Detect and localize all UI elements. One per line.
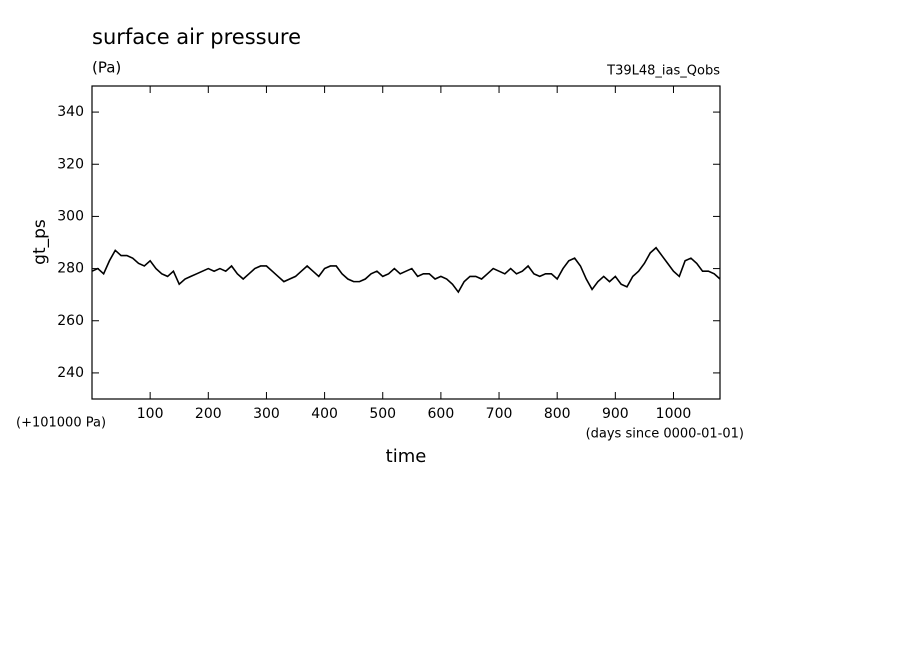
y-tick-label: 280: [57, 261, 84, 277]
plot-frame: [91, 85, 721, 400]
experiment-label: T39L48_ias_Qobs: [606, 64, 720, 79]
data-line: [91, 246, 721, 294]
y-tick-label: 300: [57, 208, 84, 224]
x-tick-label: 100: [137, 406, 164, 422]
x-tick-label: 700: [486, 406, 513, 422]
chart-title: surface air pressure: [92, 25, 301, 49]
x-units: (days since 0000-01-01): [586, 427, 744, 442]
x-axis-label: time: [386, 446, 427, 467]
y-tick-label: 320: [57, 156, 84, 172]
x-tick-label: 400: [311, 406, 338, 422]
x-tick-label: 900: [602, 406, 629, 422]
x-tick-label: 600: [428, 406, 455, 422]
x-tick-label: 800: [544, 406, 571, 422]
y-tick-label: 240: [57, 365, 84, 381]
x-tick-label: 1000: [656, 406, 692, 422]
y-axis-label: gt_ps: [30, 219, 50, 265]
x-tick-label: 200: [195, 406, 222, 422]
y-tick-label: 340: [57, 104, 84, 120]
y-tick-label: 260: [57, 313, 84, 329]
offset-label: (+101000 Pa): [16, 416, 106, 431]
units: (Pa): [92, 59, 121, 77]
x-tick-label: 300: [253, 406, 280, 422]
x-tick-label: 500: [369, 406, 396, 422]
